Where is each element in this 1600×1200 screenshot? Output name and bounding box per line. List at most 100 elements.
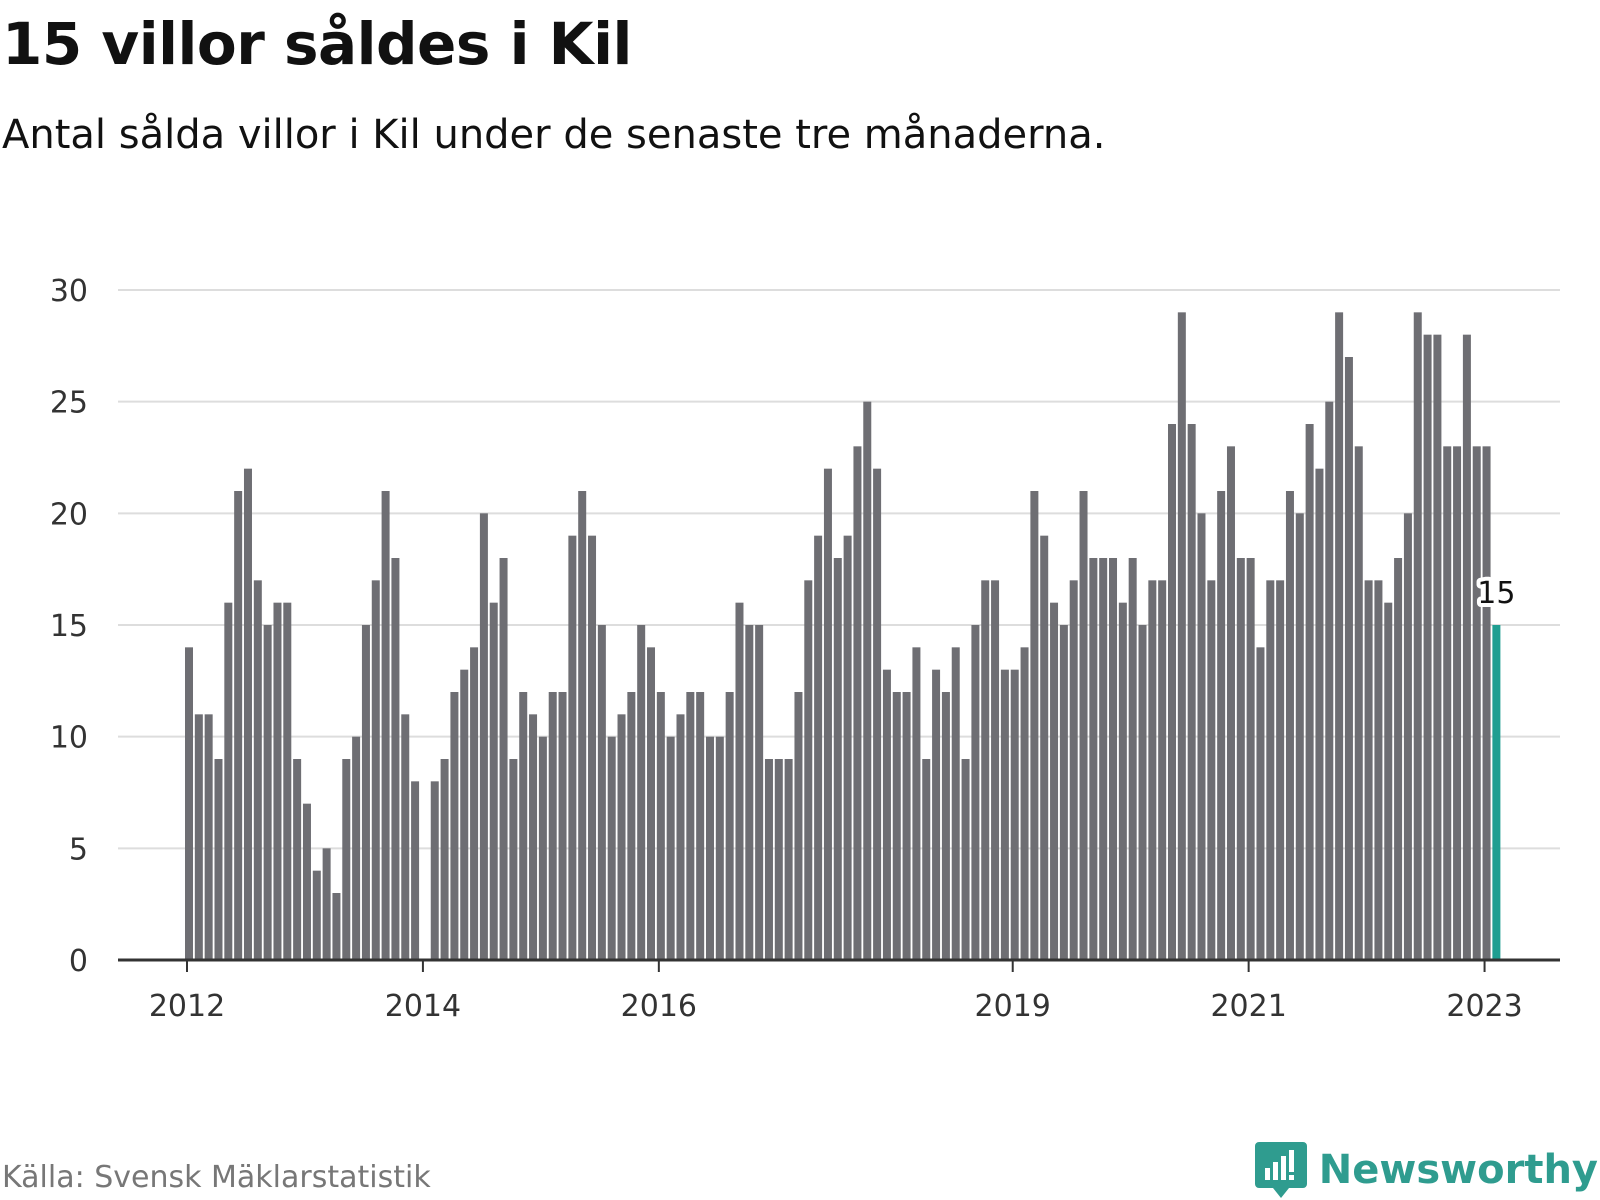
- y-tick-label: 25: [50, 386, 88, 421]
- bar: [833, 558, 842, 960]
- bar: [725, 692, 734, 960]
- bar: [1050, 602, 1059, 960]
- bar: [489, 602, 498, 960]
- bar: [961, 759, 970, 960]
- bar: [696, 692, 705, 960]
- source-note: Källa: Svensk Mäklarstatistik: [2, 1160, 431, 1195]
- data-labels: 15: [1473, 572, 1519, 615]
- bar: [1315, 468, 1324, 960]
- y-tick-label: 30: [50, 274, 88, 309]
- bar: [1344, 357, 1353, 960]
- bar: [873, 468, 882, 960]
- bar: [1394, 558, 1403, 960]
- bar: [1010, 669, 1019, 960]
- bar: [548, 692, 557, 960]
- bar: [666, 736, 675, 960]
- bar: [529, 714, 538, 960]
- chart-subtitle: Antal sålda villor i Kil under de senast…: [2, 112, 1106, 158]
- bar: [1295, 513, 1304, 960]
- bar: [647, 647, 656, 960]
- bar: [1187, 424, 1196, 960]
- bar: [568, 535, 577, 960]
- y-tick-label: 15: [50, 609, 88, 644]
- bar: [253, 580, 262, 960]
- bar: [1069, 580, 1078, 960]
- bar: [1118, 602, 1127, 960]
- x-tick-label: 2021: [1210, 989, 1286, 1024]
- bar: [1453, 446, 1462, 960]
- bar: [401, 714, 410, 960]
- bar: [293, 759, 302, 960]
- bar: [715, 736, 724, 960]
- bar: [352, 736, 361, 960]
- bar: [843, 535, 852, 960]
- bar: [1128, 558, 1137, 960]
- bar: [588, 535, 597, 960]
- bar: [1168, 424, 1176, 960]
- bar: [922, 759, 931, 960]
- bar: [1335, 312, 1344, 960]
- bar: [1226, 446, 1235, 960]
- bar: [332, 893, 341, 960]
- bar: [538, 736, 547, 960]
- chart-title: 15 villor såldes i Kil: [2, 10, 632, 78]
- bar: [371, 580, 380, 960]
- bar: [764, 759, 773, 960]
- bar-chart: 0 5 10 15 20 25 30 2012 2014 2016 2019 2021 2023 15: [50, 274, 1560, 1024]
- bar: [1276, 580, 1285, 960]
- bar: [194, 714, 203, 960]
- x-tick-label: 2014: [385, 989, 461, 1024]
- bar: [450, 692, 459, 960]
- x-tick-label: 2016: [621, 989, 697, 1024]
- bar: [971, 625, 980, 960]
- bar: [932, 669, 941, 960]
- bar: [1354, 446, 1363, 960]
- bar: [1413, 312, 1422, 960]
- bar: [470, 647, 479, 960]
- bar: [204, 714, 213, 960]
- bar: [1325, 401, 1334, 961]
- bar: [342, 759, 351, 960]
- bar-chart-speech-bubble-icon: [1254, 1142, 1307, 1198]
- bar: [224, 602, 233, 960]
- x-tick-label: 2019: [975, 989, 1051, 1024]
- bar: [185, 647, 193, 960]
- bar: [381, 491, 390, 960]
- bar: [1236, 558, 1245, 960]
- bar: [1266, 580, 1275, 960]
- bar: [509, 759, 518, 960]
- bar: [519, 692, 528, 960]
- bar: [755, 625, 764, 960]
- bar: [243, 468, 252, 960]
- x-axis-tick-labels: 2012 2014 2016 2019 2021 2023: [149, 989, 1523, 1024]
- bar: [686, 692, 695, 960]
- bar: [312, 870, 321, 960]
- bar: [479, 513, 488, 960]
- bar: [1079, 491, 1088, 960]
- bar: [1472, 446, 1481, 960]
- bar: [1177, 312, 1186, 960]
- highlight-data-label: 15: [1477, 576, 1515, 611]
- bar: [656, 692, 665, 960]
- bar: [283, 602, 292, 960]
- y-axis-tick-labels: 0 5 10 15 20 25 30: [50, 274, 88, 979]
- bar: [430, 781, 439, 960]
- bar: [1217, 491, 1226, 960]
- bar: [302, 803, 311, 960]
- bar: [322, 848, 331, 960]
- bar: [745, 625, 754, 960]
- bar: [941, 692, 950, 960]
- bar: [814, 535, 823, 960]
- bar: [823, 468, 832, 960]
- bar: [981, 580, 990, 960]
- bar: [361, 625, 370, 960]
- bar: [853, 446, 862, 960]
- bars: [185, 312, 1501, 961]
- bar: [1138, 625, 1147, 960]
- bar: [863, 401, 872, 961]
- bar: [1423, 334, 1432, 961]
- bar: [607, 736, 616, 960]
- bar: [1207, 580, 1216, 960]
- bar: [273, 602, 282, 960]
- bar: [1148, 580, 1157, 960]
